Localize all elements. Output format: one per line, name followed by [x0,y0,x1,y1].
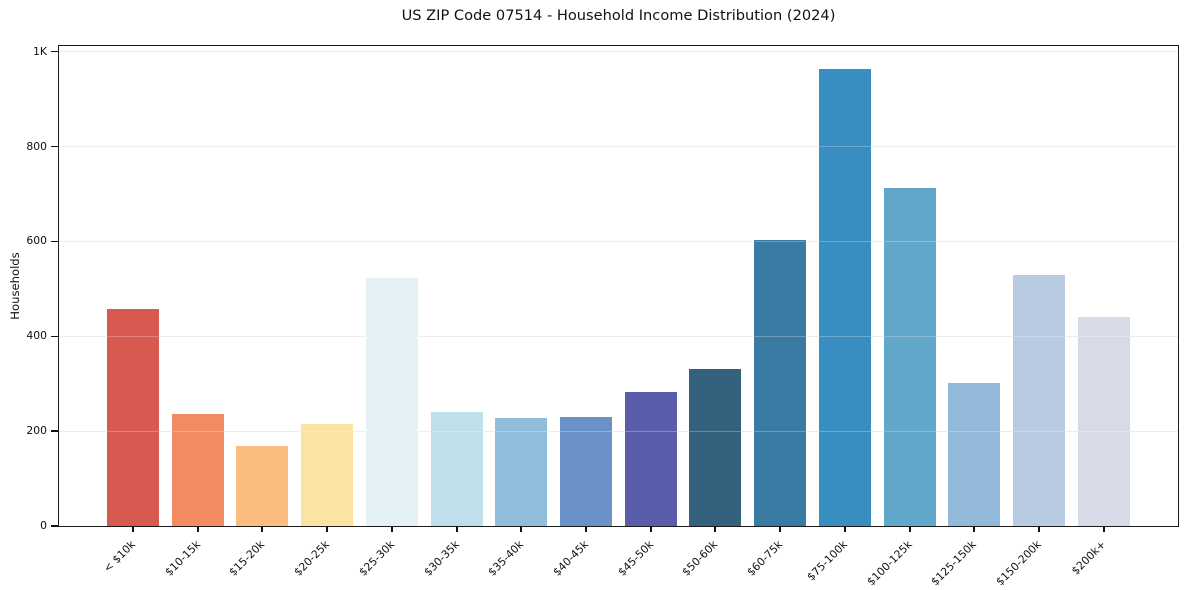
y-axis-tick [50,430,58,432]
bar [495,418,548,526]
y-tick-label: 800 [26,139,47,153]
gridline [59,240,1178,242]
bar [365,277,418,526]
x-axis-tick [1103,526,1105,532]
x-axis-tick [261,526,263,532]
gridline [59,335,1178,337]
gridline-overlay [59,430,1178,432]
x-tick-label: $75-100k [804,537,850,584]
x-tick-label: $40-45k [549,537,591,579]
x-axis-tick [520,526,522,532]
x-axis-tick [973,526,975,532]
x-axis-tick [714,526,716,532]
gridline [59,430,1178,432]
x-tick-label: $35-40k [484,537,526,579]
y-tick-label: 1K [33,44,47,58]
bar [883,187,936,526]
x-axis-tick [132,526,134,532]
x-tick-label: < $10k [100,537,138,575]
y-axis-tick [50,50,58,53]
gridline-overlay [59,146,1178,148]
bar [107,308,159,526]
bar [1077,317,1130,526]
bar [754,240,807,526]
y-axis-tick [50,240,58,243]
x-axis-tick [456,526,458,532]
bar [689,369,742,526]
x-axis-tick [197,526,199,532]
gridline [59,51,1178,53]
y-tick-label: 400 [26,329,47,343]
x-axis-tick [909,526,911,532]
y-tick-label: 200 [26,424,47,438]
x-tick-label: $20-25k [290,537,332,579]
bar [301,423,354,526]
x-axis-tick [391,526,393,532]
x-axis-tick [844,526,846,532]
x-tick-label: $30-35k [420,537,462,579]
x-axis-tick [585,526,587,532]
x-tick-label: $50-60k [678,537,720,579]
x-tick-label: $15-20k [225,537,267,579]
x-tick-label: $125-150k [928,537,979,589]
x-tick-label: $60-75k [743,537,785,579]
gridline [59,146,1178,148]
bar [948,382,1001,526]
y-axis-tick [50,335,58,338]
chart-title: US ZIP Code 07514 - Household Income Dis… [401,7,836,24]
gridline-overlay [59,240,1178,242]
x-axis-tick [779,526,781,532]
bar [624,392,677,526]
bar [236,446,289,526]
x-tick-label: $45-50k [614,537,656,579]
y-tick-label: 600 [26,234,47,248]
x-tick-label: $10-15k [161,537,203,579]
gridline-overlay [59,51,1178,53]
bar [818,68,871,526]
y-tick-label: 0 [40,519,47,532]
y-axis-label: Households [8,252,22,320]
x-tick-label: $25-30k [355,537,397,579]
bars-container [59,46,1178,526]
plot-area: 0 200 400 600 800 1K < $10k $10-15k $15-20k $20-2… [26,45,1179,588]
bar [430,412,483,526]
gridline-overlay [59,335,1178,337]
x-axis-tick [326,526,328,532]
bar [560,416,613,526]
x-tick-label: $150-200k [993,537,1044,589]
y-axis-tick [50,525,58,527]
x-axis-tick [650,526,652,532]
x-tick-label: $200k+ [1069,537,1109,578]
bar [1013,274,1066,526]
x-axis-tick [1038,526,1040,532]
y-axis-tick [50,145,58,148]
x-tick-label: $100-125k [864,537,915,589]
bar [171,414,224,526]
